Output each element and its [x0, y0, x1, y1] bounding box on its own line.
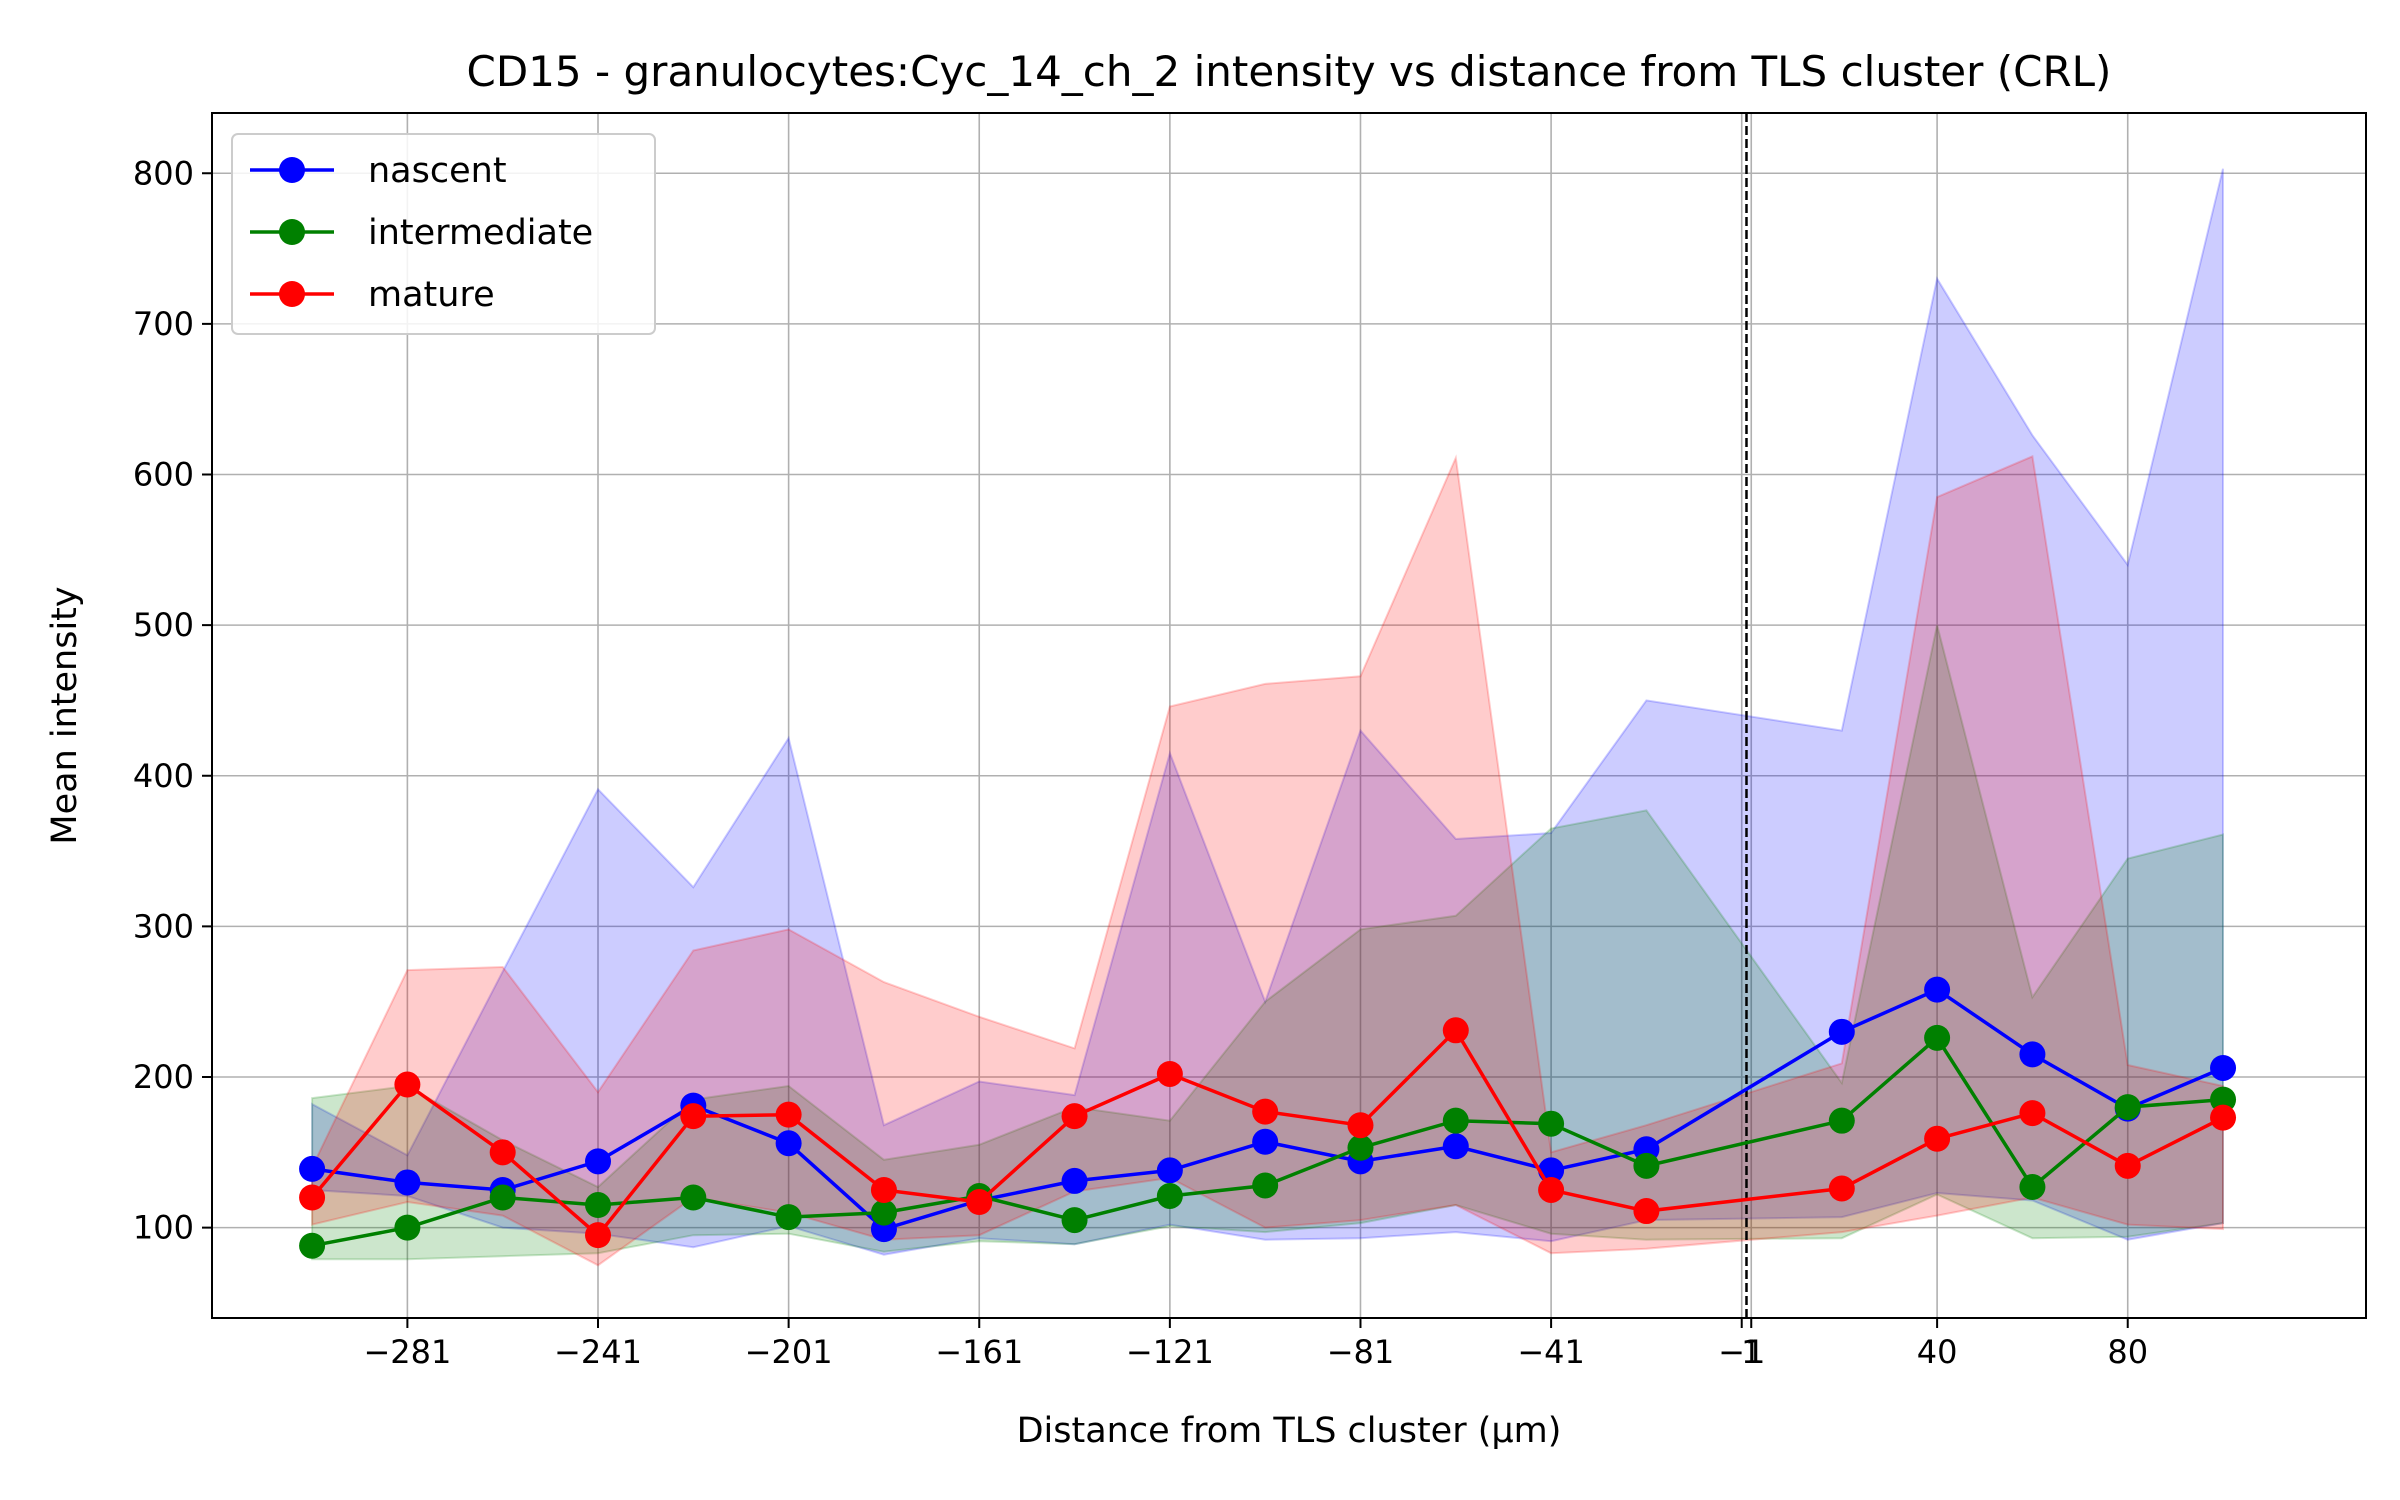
- x-tick-label: −121: [1126, 1333, 1214, 1371]
- x-tick-label: −41: [1517, 1333, 1585, 1371]
- point-nascent: [1924, 976, 1951, 1003]
- legend-box: [231, 133, 656, 335]
- point-intermediate: [1442, 1107, 1469, 1134]
- legend-item-intermediate: intermediate: [250, 213, 593, 253]
- band-nascent: [311, 168, 2224, 1256]
- point-nascent: [299, 1155, 326, 1182]
- point-intermediate: [1347, 1134, 1374, 1161]
- point-intermediate: [394, 1214, 421, 1241]
- point-nascent: [1061, 1167, 1088, 1194]
- y-tick-label: 600: [133, 456, 194, 494]
- point-nascent: [2210, 1054, 2237, 1081]
- point-mature: [2210, 1104, 2237, 1131]
- chart-title: CD15 - granulocytes:Cyc_14_ch_2 intensit…: [467, 47, 2112, 96]
- x-tick-label: −241: [554, 1333, 642, 1371]
- point-nascent: [1442, 1133, 1469, 1160]
- point-nascent: [775, 1130, 802, 1157]
- legend-label-intermediate: intermediate: [368, 213, 593, 253]
- point-mature: [1442, 1017, 1469, 1044]
- y-tick-label: 800: [133, 154, 194, 192]
- legend-marker-nascent: [279, 157, 305, 183]
- point-mature: [1156, 1060, 1183, 1087]
- point-intermediate: [870, 1199, 897, 1226]
- point-mature: [775, 1101, 802, 1128]
- point-intermediate: [2210, 1086, 2237, 1113]
- point-mature: [1061, 1103, 1088, 1130]
- y-tick-label: 400: [133, 757, 194, 795]
- point-mature: [1347, 1112, 1374, 1139]
- point-intermediate: [680, 1184, 707, 1211]
- point-intermediate: [2019, 1173, 2046, 1200]
- point-intermediate: [1924, 1024, 1951, 1051]
- legend-marker-intermediate: [279, 219, 305, 245]
- y-tick-label: 100: [133, 1209, 194, 1247]
- point-mature: [2114, 1152, 2141, 1179]
- point-mature: [1252, 1098, 1279, 1125]
- legend-marker-mature: [279, 281, 305, 307]
- series-lines: [299, 976, 2237, 1259]
- line-intermediate: [311, 1035, 2224, 1248]
- x-tick-label: −161: [935, 1333, 1023, 1371]
- confidence-bands: [311, 168, 2224, 1267]
- legend-item-nascent: nascent: [250, 151, 507, 191]
- point-nascent: [585, 1148, 612, 1175]
- legend-item-mature: mature: [250, 275, 495, 315]
- line-mature: [310, 1027, 2224, 1238]
- y-tick-label: 300: [133, 907, 194, 945]
- band-intermediate: [311, 624, 2224, 1261]
- point-mature: [966, 1189, 993, 1216]
- axis-ticks: −281 −241 −201 −161 −121 −81 −41 −11 40 80 100 200 3…: [133, 154, 2148, 1371]
- point-nascent: [2019, 1041, 2046, 1068]
- line-nascent: [311, 987, 2224, 1232]
- x-tick-label: 1: [1741, 1333, 1761, 1371]
- point-intermediate: [2114, 1094, 2141, 1121]
- point-mature: [1538, 1176, 1565, 1203]
- point-intermediate: [1252, 1172, 1279, 1199]
- y-tick-label: 500: [133, 606, 194, 644]
- legend: nascent intermediate mature: [231, 133, 656, 335]
- series-mature: [299, 1017, 2237, 1249]
- point-mature: [2019, 1100, 2046, 1127]
- point-intermediate: [489, 1184, 516, 1211]
- point-intermediate: [1538, 1110, 1565, 1137]
- series-intermediate: [299, 1024, 2237, 1259]
- point-intermediate: [299, 1232, 326, 1259]
- point-mature: [680, 1103, 707, 1130]
- point-mature: [489, 1139, 516, 1166]
- x-tick-label: 80: [2107, 1333, 2148, 1371]
- axes-frame: [211, 112, 2367, 1319]
- point-mature: [1924, 1125, 1951, 1152]
- point-nascent: [394, 1169, 421, 1196]
- point-intermediate: [1828, 1107, 1855, 1134]
- band-mature: [311, 454, 2224, 1267]
- point-nascent: [1252, 1128, 1279, 1155]
- legend-label-mature: mature: [368, 275, 495, 315]
- x-tick-label: −201: [745, 1333, 833, 1371]
- point-mature: [585, 1222, 612, 1249]
- x-tick-label: −1: [1718, 1333, 1765, 1371]
- point-nascent: [1156, 1157, 1183, 1184]
- y-axis-label: Mean intensity: [45, 586, 85, 844]
- point-intermediate: [1156, 1182, 1183, 1209]
- x-tick-label: −81: [1327, 1333, 1395, 1371]
- legend-label-nascent: nascent: [368, 151, 507, 191]
- point-mature: [1828, 1175, 1855, 1202]
- point-intermediate: [1633, 1152, 1660, 1179]
- point-mature: [299, 1184, 326, 1211]
- point-mature: [1633, 1198, 1660, 1225]
- point-intermediate: [775, 1204, 802, 1231]
- point-intermediate: [1061, 1207, 1088, 1234]
- point-mature: [394, 1071, 421, 1098]
- point-nascent: [1828, 1018, 1855, 1045]
- point-intermediate: [585, 1192, 612, 1219]
- x-tick-label: −281: [363, 1333, 451, 1371]
- x-axis-label: Distance from TLS cluster (μm): [1017, 1411, 1562, 1451]
- x-tick-label: 40: [1917, 1333, 1958, 1371]
- point-mature: [870, 1176, 897, 1203]
- y-tick-label: 700: [133, 305, 194, 343]
- y-tick-label: 200: [133, 1058, 194, 1096]
